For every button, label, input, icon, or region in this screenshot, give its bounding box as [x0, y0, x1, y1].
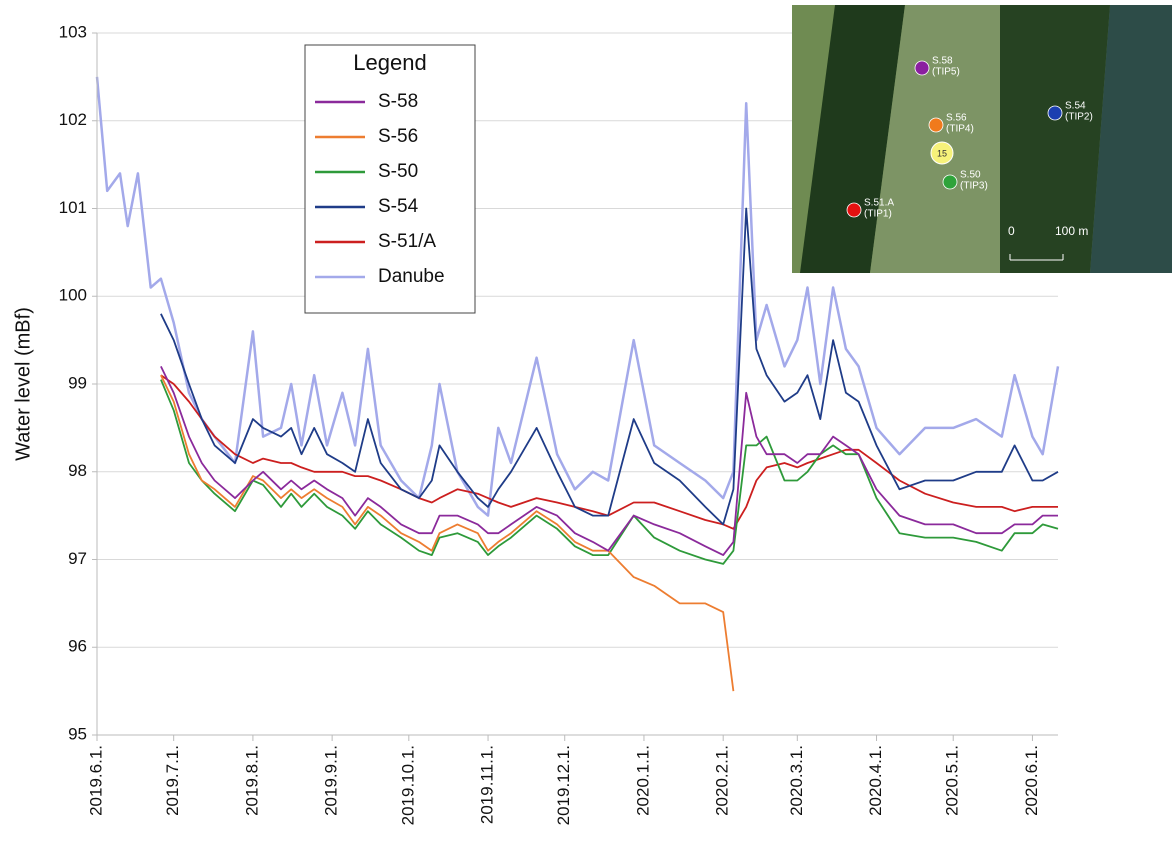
- scale-label: 100 m: [1055, 224, 1088, 238]
- series-line: [161, 366, 1058, 555]
- legend-label: S-56: [378, 126, 418, 147]
- legend-title: Legend: [353, 50, 426, 75]
- x-tick-label: 2019.11.1.: [478, 745, 497, 824]
- x-tick-label: 2019.7.1.: [163, 745, 182, 816]
- legend-label: Danube: [378, 266, 445, 287]
- legend-label: S-51/A: [378, 231, 436, 252]
- x-tick-label: 2020.5.1.: [943, 745, 962, 816]
- x-tick-label: 2019.12.1.: [554, 745, 573, 825]
- map-point-label: S.54: [1065, 101, 1086, 112]
- y-tick-label: 97: [68, 549, 87, 568]
- x-tick-label: 2020.4.1.: [866, 745, 885, 816]
- map-point-label: S.50: [960, 170, 981, 181]
- x-tick-label: 2020.6.1.: [1022, 745, 1041, 816]
- map-point: [943, 175, 957, 189]
- map-point-label: S.56: [946, 113, 967, 124]
- map-point-label: S.51.A: [864, 198, 894, 209]
- y-tick-label: 102: [59, 110, 87, 129]
- map-point-label: (TIP5): [932, 67, 960, 78]
- x-tick-label: 2019.10.1.: [398, 745, 417, 825]
- map-point-label: (TIP2): [1065, 112, 1093, 123]
- x-tick-label: 2020.2.1.: [713, 745, 732, 816]
- x-tick-label: 2019.9.1.: [322, 745, 341, 816]
- inset-map: 0 100 m 15 S.58(TIP5) S.56(TIP4) S.50(TIP3…: [792, 5, 1172, 273]
- scale-label: 0: [1008, 224, 1015, 238]
- y-tick-label: 100: [59, 286, 87, 305]
- x-tick-label: 2020.3.1.: [787, 745, 806, 816]
- x-tick-label: 2019.8.1.: [242, 745, 261, 816]
- y-tick-label: 95: [68, 724, 87, 743]
- map-point: [929, 118, 943, 132]
- map-point-label: (TIP1): [864, 209, 892, 220]
- y-tick-label: 101: [59, 198, 87, 217]
- y-tick-label: 96: [68, 637, 87, 656]
- y-axis-label: Water level (mBf): [12, 307, 34, 461]
- map-point: [915, 61, 929, 75]
- legend: Legend S-58 S-56 S-50 S-54 S-51/A Danube: [305, 45, 475, 313]
- map-point-label: (TIP4): [946, 124, 974, 135]
- y-tick-label: 99: [68, 373, 87, 392]
- map-point-label: S.58: [932, 56, 953, 67]
- chart: Water level (mBf) 95 96 97 98 99 100 101 102 103…: [0, 0, 1172, 867]
- x-tick-label: 2019.6.1.: [86, 745, 105, 816]
- x-tick-label: 2020.1.1.: [633, 745, 652, 816]
- y-tick-label: 103: [59, 22, 87, 41]
- y-tick-label: 98: [68, 461, 87, 480]
- map-point: [847, 203, 861, 217]
- map-point-label: (TIP3): [960, 181, 988, 192]
- series-line: [161, 375, 1058, 529]
- legend-label: S-58: [378, 91, 418, 112]
- map-point: [1048, 106, 1062, 120]
- legend-label: S-54: [378, 196, 419, 217]
- map-marker-label: 15: [937, 148, 947, 158]
- legend-label: S-50: [378, 161, 418, 182]
